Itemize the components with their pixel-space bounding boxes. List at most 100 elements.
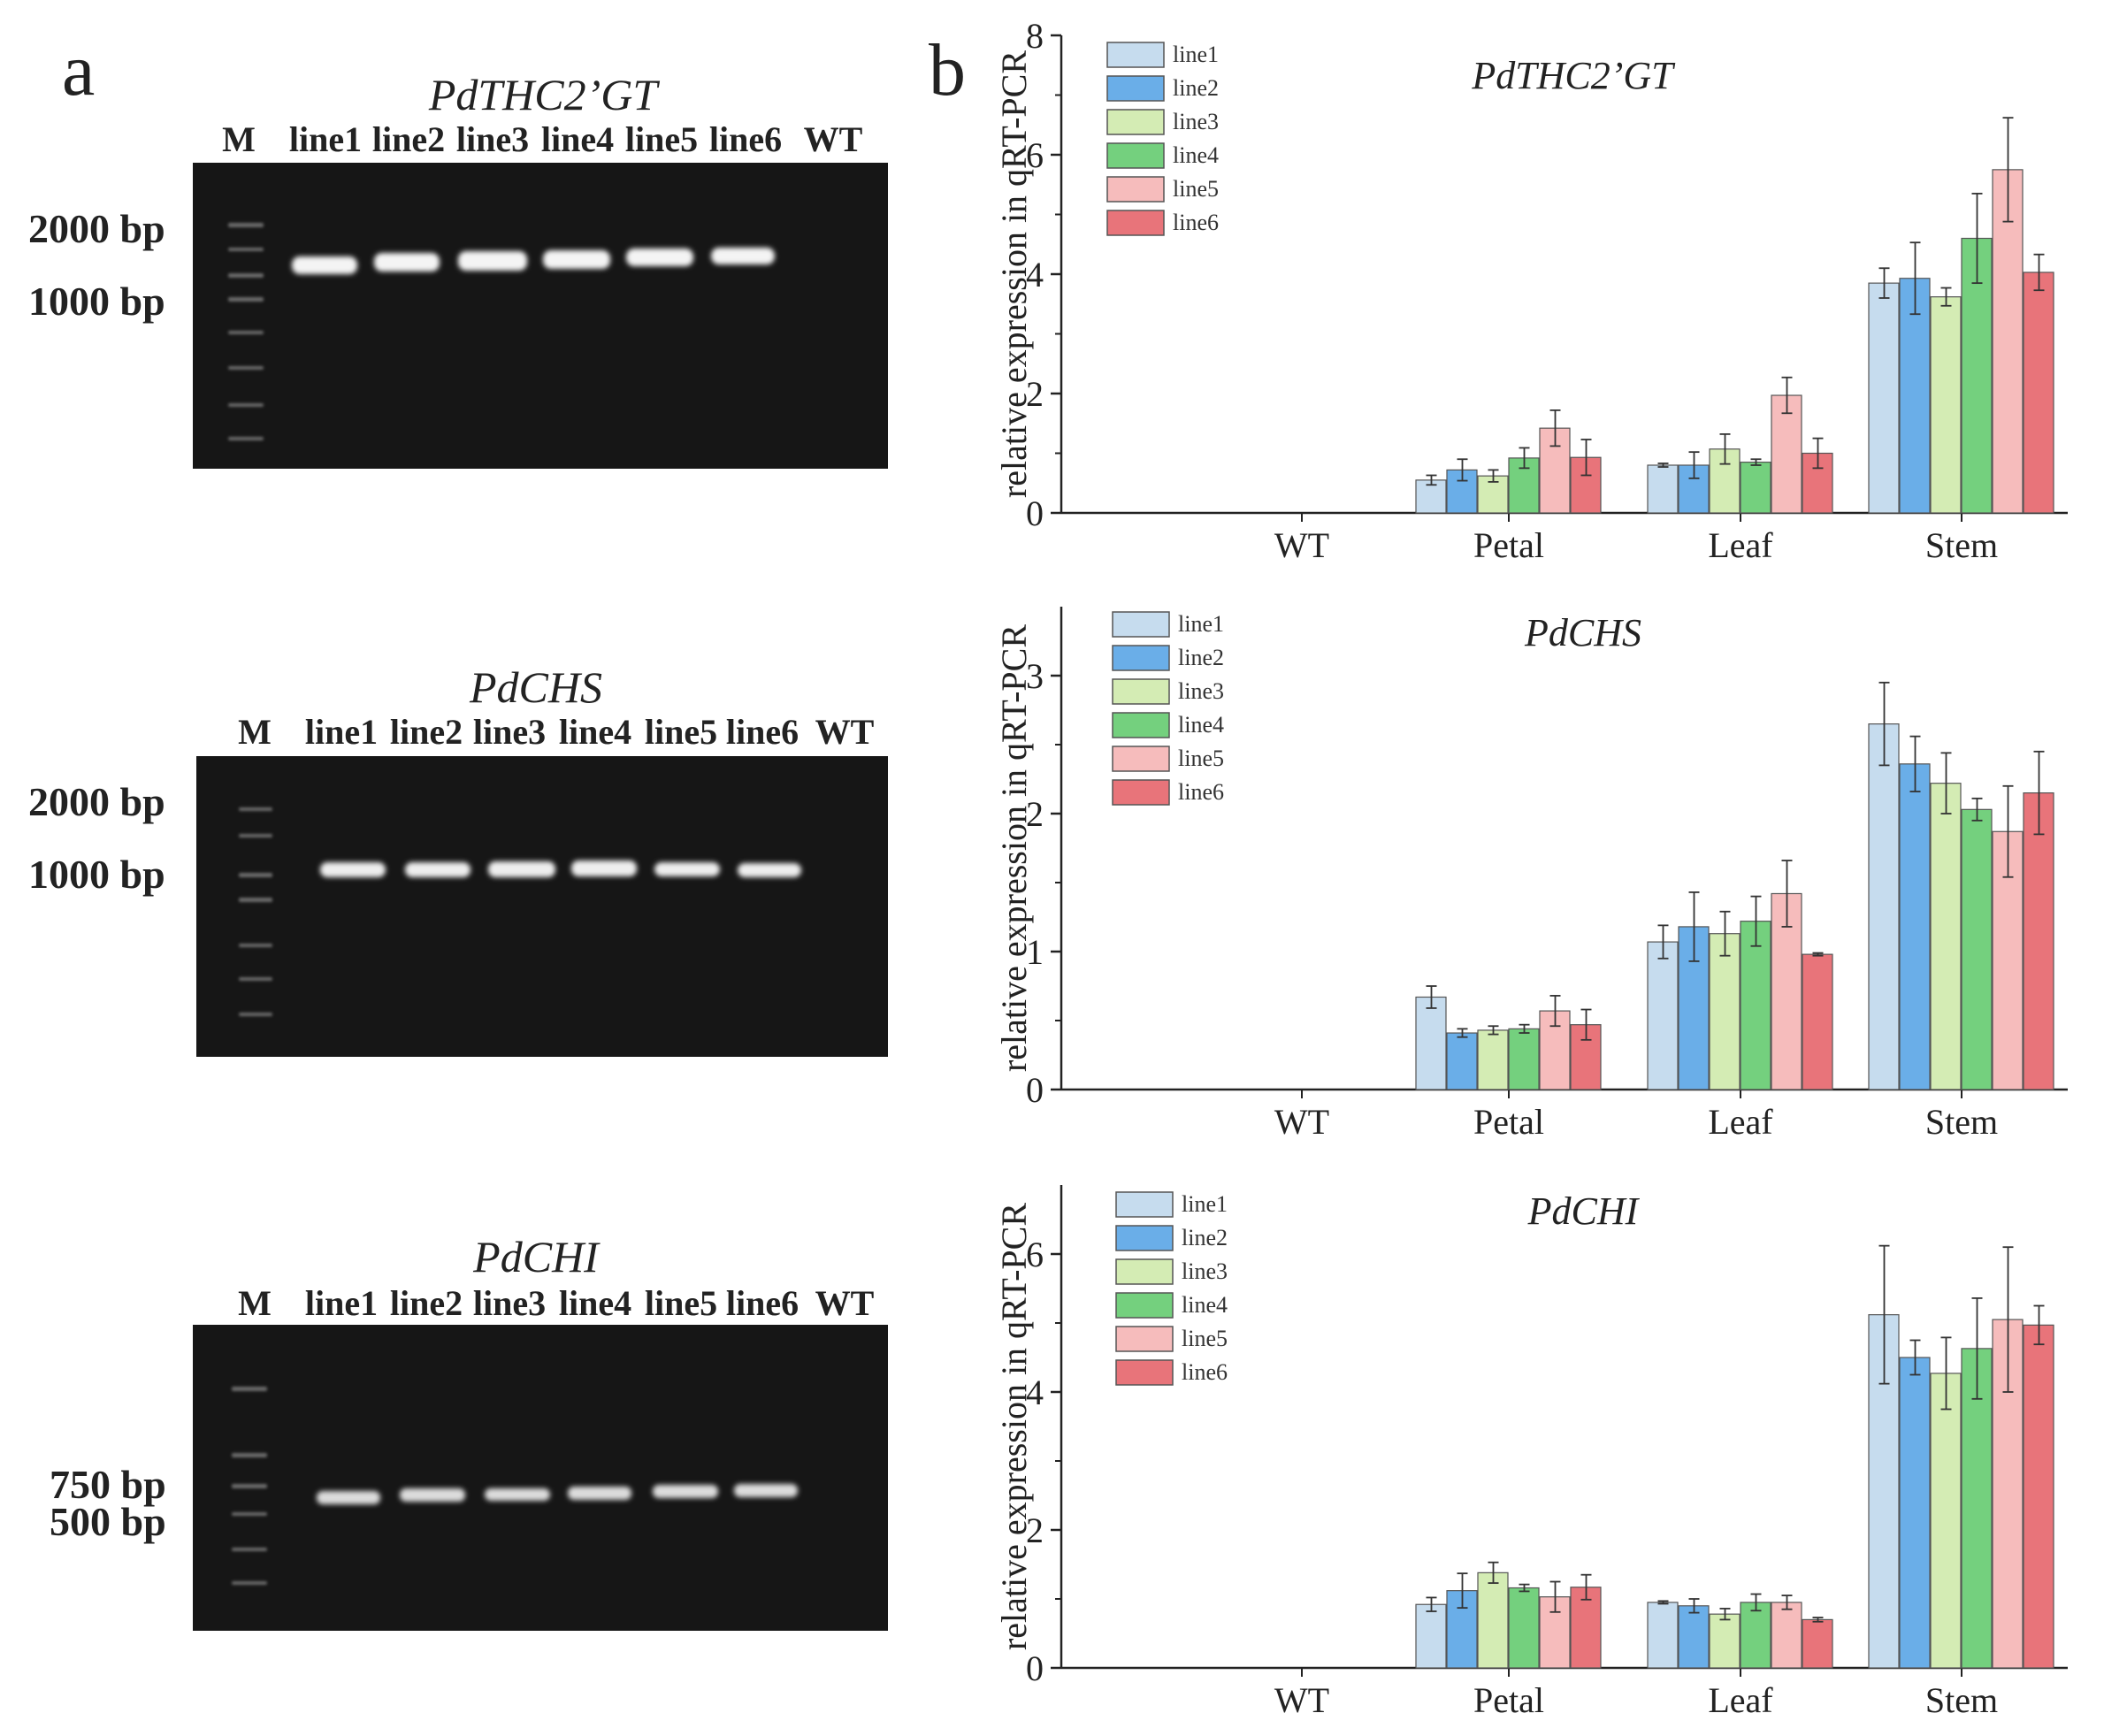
legend-swatch-line5 bbox=[1115, 1326, 1174, 1352]
legend-label-line2: line2 bbox=[1178, 645, 1224, 670]
bar-line4-stem bbox=[1961, 808, 1993, 1090]
bar-line4-petal bbox=[1508, 1587, 1540, 1669]
legend-swatch-line5 bbox=[1112, 746, 1170, 772]
gel-3-bands bbox=[232, 1387, 798, 1585]
legend-label-line6: line6 bbox=[1173, 210, 1219, 235]
gel-2-lane-line6: line6 bbox=[725, 712, 800, 752]
x-tick-label: WT bbox=[1274, 1680, 1329, 1720]
bar-line3-leaf bbox=[1709, 1613, 1741, 1669]
legend-swatch-line3 bbox=[1106, 109, 1165, 135]
legend-swatch-line6 bbox=[1112, 779, 1170, 806]
legend-label-line6: line6 bbox=[1182, 1359, 1228, 1385]
legend-swatch-line6 bbox=[1115, 1359, 1174, 1386]
gel-1-lane-wt: WT bbox=[803, 119, 863, 159]
panel-b-letter: b bbox=[929, 29, 966, 111]
bar-line6-stem bbox=[2023, 271, 2054, 514]
chart-title: PdCHI bbox=[1527, 1189, 1641, 1233]
legend-label-line2: line2 bbox=[1173, 75, 1219, 101]
bar-line5-stem bbox=[1992, 169, 2024, 514]
gel-1-lane-line1: line1 bbox=[288, 119, 363, 159]
bar-line1-leaf bbox=[1647, 1602, 1679, 1669]
gel-1-bands bbox=[228, 223, 775, 440]
panel-a-letter: a bbox=[62, 29, 96, 111]
y-tick-label: 8 bbox=[1026, 16, 1044, 56]
bar-line1-petal bbox=[1415, 996, 1447, 1090]
bar-line5-leaf bbox=[1771, 1602, 1802, 1669]
y-axis-label: relative expression in qRT-PCR bbox=[994, 624, 1034, 1072]
gel-3-marker-upper: 750 bp bbox=[50, 1462, 166, 1507]
legend-label-line3: line3 bbox=[1178, 678, 1224, 704]
legend-label-line4: line4 bbox=[1173, 142, 1219, 168]
legend-label-line1: line1 bbox=[1182, 1191, 1228, 1217]
legend-label-line5: line5 bbox=[1182, 1326, 1228, 1351]
legend-label-line4: line4 bbox=[1178, 712, 1224, 738]
bar-line3-stem bbox=[1930, 296, 1962, 514]
legend-label-line3: line3 bbox=[1182, 1258, 1228, 1284]
gel-1-ladder bbox=[228, 223, 264, 440]
y-tick-label: 3 bbox=[1026, 656, 1044, 696]
legend-swatch-line1 bbox=[1115, 1191, 1174, 1218]
legend-swatch-line6 bbox=[1106, 210, 1165, 236]
legend-label-line3: line3 bbox=[1173, 109, 1219, 134]
bar-line1-leaf bbox=[1647, 941, 1679, 1090]
bar-line2-stem bbox=[1899, 278, 1931, 514]
x-tick-label: Leaf bbox=[1708, 1102, 1773, 1142]
gel-3-lane-line6: line6 bbox=[725, 1283, 800, 1323]
bar-line4-leaf bbox=[1740, 462, 1771, 514]
x-tick-label: Leaf bbox=[1708, 525, 1773, 565]
legend-label-line4: line4 bbox=[1182, 1292, 1228, 1318]
y-tick-label: 4 bbox=[1026, 1373, 1044, 1412]
bar-line1-stem bbox=[1868, 282, 1900, 514]
gel-2-lane-line5: line5 bbox=[644, 712, 718, 752]
gel-3-image bbox=[193, 1325, 888, 1631]
gel-2-bands bbox=[239, 807, 801, 1016]
gel-2-sample-bands bbox=[320, 860, 801, 877]
y-tick-label: 4 bbox=[1026, 255, 1044, 294]
y-tick-label: 0 bbox=[1026, 1070, 1044, 1110]
gel-1-sample-bands bbox=[292, 248, 775, 274]
gel-1-marker-lower: 1000 bp bbox=[28, 279, 165, 324]
gel-2-marker-lower: 1000 bp bbox=[28, 852, 165, 897]
bar-line4-leaf bbox=[1740, 1602, 1771, 1669]
legend-label-line2: line2 bbox=[1182, 1225, 1228, 1250]
x-tick-label: WT bbox=[1274, 525, 1329, 565]
bar-line2-petal bbox=[1446, 1032, 1478, 1090]
gel-3-lane-m: M bbox=[238, 1283, 272, 1323]
gel-2-ladder bbox=[239, 807, 272, 1016]
bar-line3-leaf bbox=[1709, 933, 1741, 1090]
x-tick-label: Stem bbox=[1925, 1102, 1998, 1142]
x-tick-label: Petal bbox=[1473, 1102, 1544, 1142]
bar-line1-leaf bbox=[1647, 464, 1679, 514]
gel-3-sample-bands bbox=[317, 1484, 798, 1504]
x-tick-label: Stem bbox=[1925, 525, 1998, 565]
gel-3-lane-line1: line1 bbox=[304, 1283, 379, 1323]
bar-line2-leaf bbox=[1678, 1605, 1710, 1669]
gel-2-lane-line4: line4 bbox=[558, 712, 632, 752]
bar-line4-stem bbox=[1961, 1348, 1993, 1669]
bar-line3-stem bbox=[1930, 1373, 1962, 1669]
gel-3-title: PdCHI bbox=[473, 1232, 599, 1281]
bar-line1-stem bbox=[1868, 723, 1900, 1090]
gel-2-lane-m: M bbox=[238, 712, 272, 752]
bar-line6-leaf bbox=[1802, 1618, 1833, 1669]
gel-1-lane-line4: line4 bbox=[540, 119, 615, 159]
legend-swatch-line1 bbox=[1106, 42, 1165, 68]
gel-2-lane-line1: line1 bbox=[304, 712, 379, 752]
y-tick-label: 6 bbox=[1026, 1235, 1044, 1274]
gel-2-lane-line3: line3 bbox=[472, 712, 547, 752]
gel-1-title: PdTHC2’GT bbox=[428, 70, 658, 119]
bar-line4-petal bbox=[1508, 1028, 1540, 1090]
legend-label-line1: line1 bbox=[1173, 42, 1219, 67]
bar-line1-petal bbox=[1415, 1603, 1447, 1669]
y-tick-label: 0 bbox=[1026, 493, 1044, 533]
y-tick-label: 2 bbox=[1026, 794, 1044, 834]
gel-1-lane-line3: line3 bbox=[455, 119, 530, 159]
y-tick-label: 1 bbox=[1026, 932, 1044, 972]
gel-2-image bbox=[196, 756, 888, 1057]
gel-3-lane-line4: line4 bbox=[558, 1283, 632, 1323]
gel-1-marker-upper: 2000 bp bbox=[28, 206, 165, 251]
